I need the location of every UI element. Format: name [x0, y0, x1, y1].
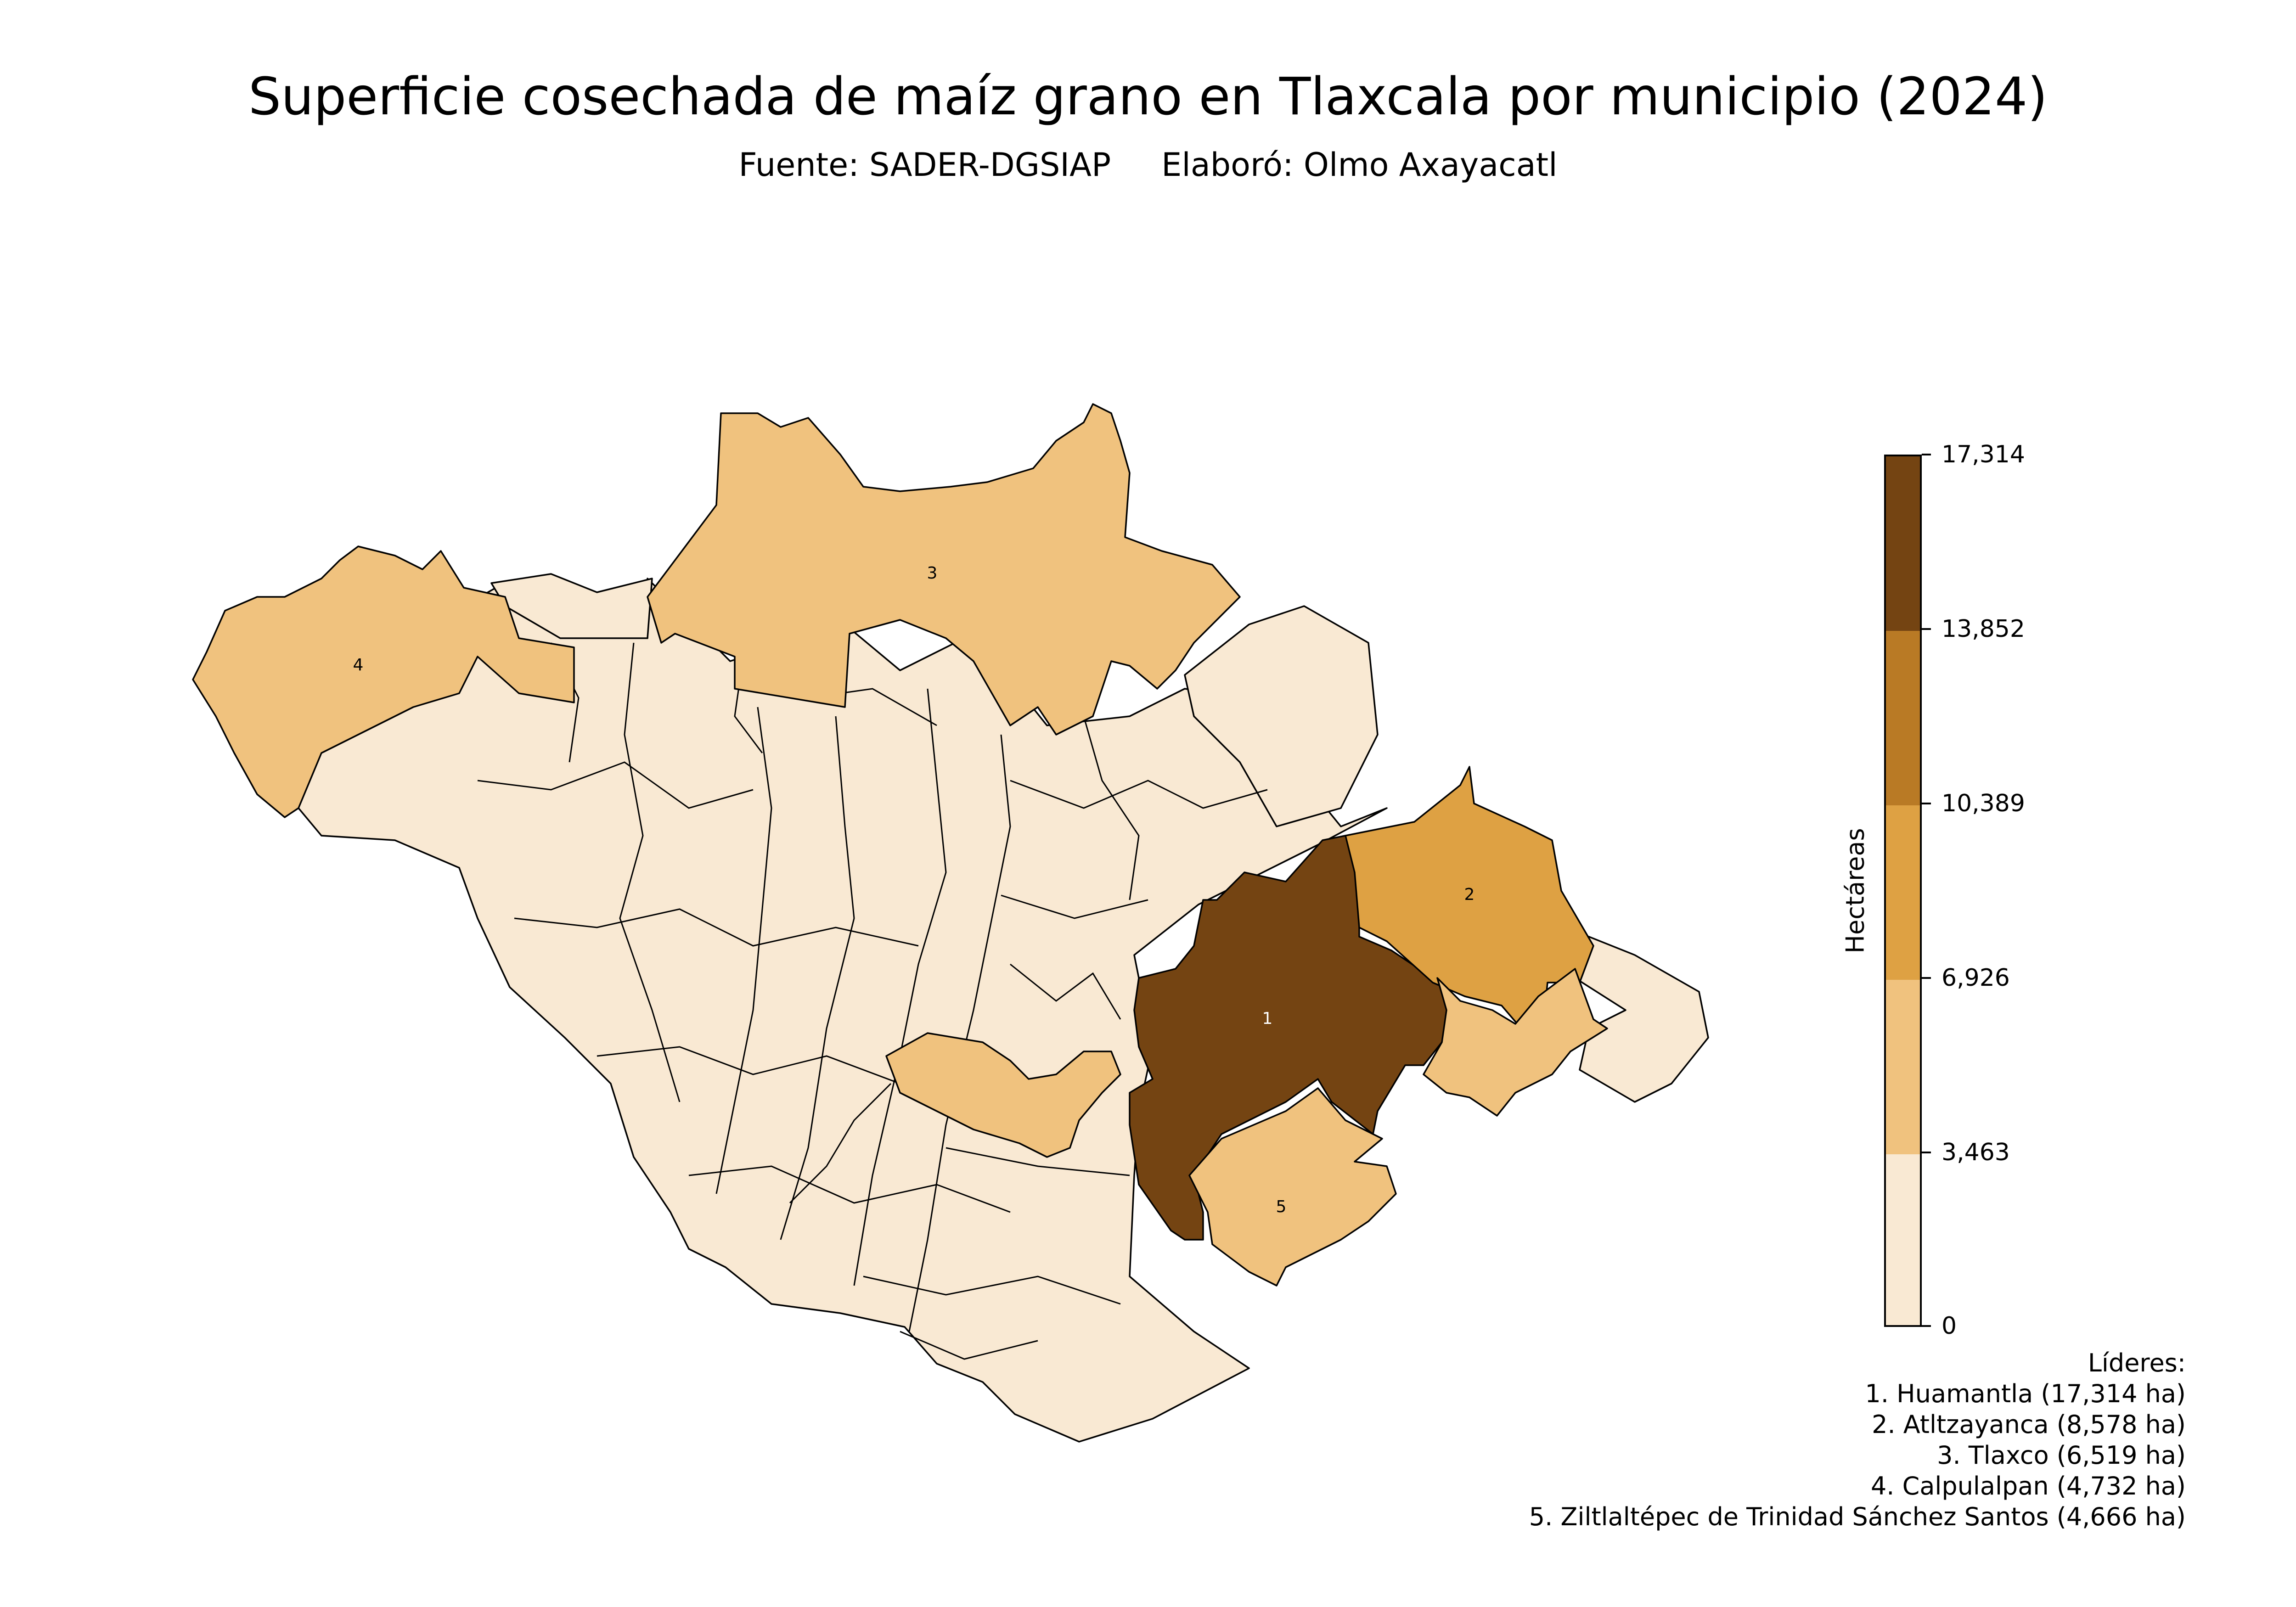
- municipality-region-northwest: [490, 573, 653, 639]
- leader-item: 5. Ziltlaltépec de Trinidad Sánchez Sant…: [1529, 1502, 2186, 1531]
- leader-item: 2. Atltzayanca (8,578 ha): [1872, 1410, 2186, 1439]
- colorbar-title: Hectáreas: [1840, 828, 1870, 954]
- municipality-tlaxco: [647, 403, 1241, 736]
- colorbar-tick: [1922, 803, 1931, 804]
- colorbar-tick-label: 17,314: [1941, 441, 2025, 468]
- colorbar-tick: [1922, 1152, 1931, 1153]
- colorbar-tick: [1922, 1325, 1931, 1327]
- author-credit: Elaboró: Olmo Axayacatl: [1161, 146, 1558, 184]
- colorbar-class-4: [1886, 631, 1920, 805]
- rank-label-3: 3: [927, 564, 938, 583]
- leader-item: 3. Tlaxco (6,519 ha): [1937, 1441, 2186, 1470]
- municipality-central-mid: [885, 1032, 1121, 1158]
- colorbar-tick-label: 6,926: [1941, 964, 2010, 992]
- colorbar-tick-label: 0: [1941, 1312, 1957, 1340]
- map-subtitle: Fuente: SADER-DGSIAP Elaboró: Olmo Axayac…: [0, 146, 2296, 184]
- colorbar: [1884, 455, 1922, 1327]
- colorbar-tick-label: 13,852: [1941, 615, 2025, 643]
- colorbar-class-5: [1886, 456, 1920, 631]
- leaders-legend: Líderes: 1. Huamantla (17,314 ha) 2. Atl…: [1529, 1348, 2186, 1532]
- leaders-title: Líderes:: [2088, 1349, 2186, 1377]
- municipality-region-east: [1184, 605, 1379, 827]
- source-credit: Fuente: SADER-DGSIAP: [738, 146, 1111, 184]
- rank-label-2: 2: [1464, 885, 1475, 904]
- colorbar-class-3: [1886, 805, 1920, 980]
- rank-label-5: 5: [1276, 1197, 1287, 1216]
- leader-item: 1. Huamantla (17,314 ha): [1865, 1379, 2186, 1408]
- colorbar-tick: [1922, 628, 1931, 630]
- colorbar-class-2: [1886, 980, 1920, 1154]
- colorbar-class-1: [1886, 1154, 1920, 1325]
- municipality-calpulalpan: [192, 545, 575, 818]
- rank-label-1: 1: [1262, 1009, 1273, 1028]
- map-title: Superficie cosechada de maíz grano en Tl…: [248, 67, 2048, 127]
- municipality-region-east-far: [1574, 936, 1709, 1103]
- colorbar-tick-label: 10,389: [1941, 790, 2025, 817]
- municipality-ziltlaltepec: [1188, 1087, 1397, 1287]
- colorbar-tick-label: 3,463: [1941, 1139, 2010, 1166]
- leader-item: 4. Calpulalpan (4,732 ha): [1870, 1472, 2186, 1500]
- colorbar-tick: [1922, 977, 1931, 979]
- colorbar-tick: [1922, 454, 1931, 455]
- municipality-east-mid: [1423, 968, 1608, 1117]
- rank-label-4: 4: [353, 656, 364, 674]
